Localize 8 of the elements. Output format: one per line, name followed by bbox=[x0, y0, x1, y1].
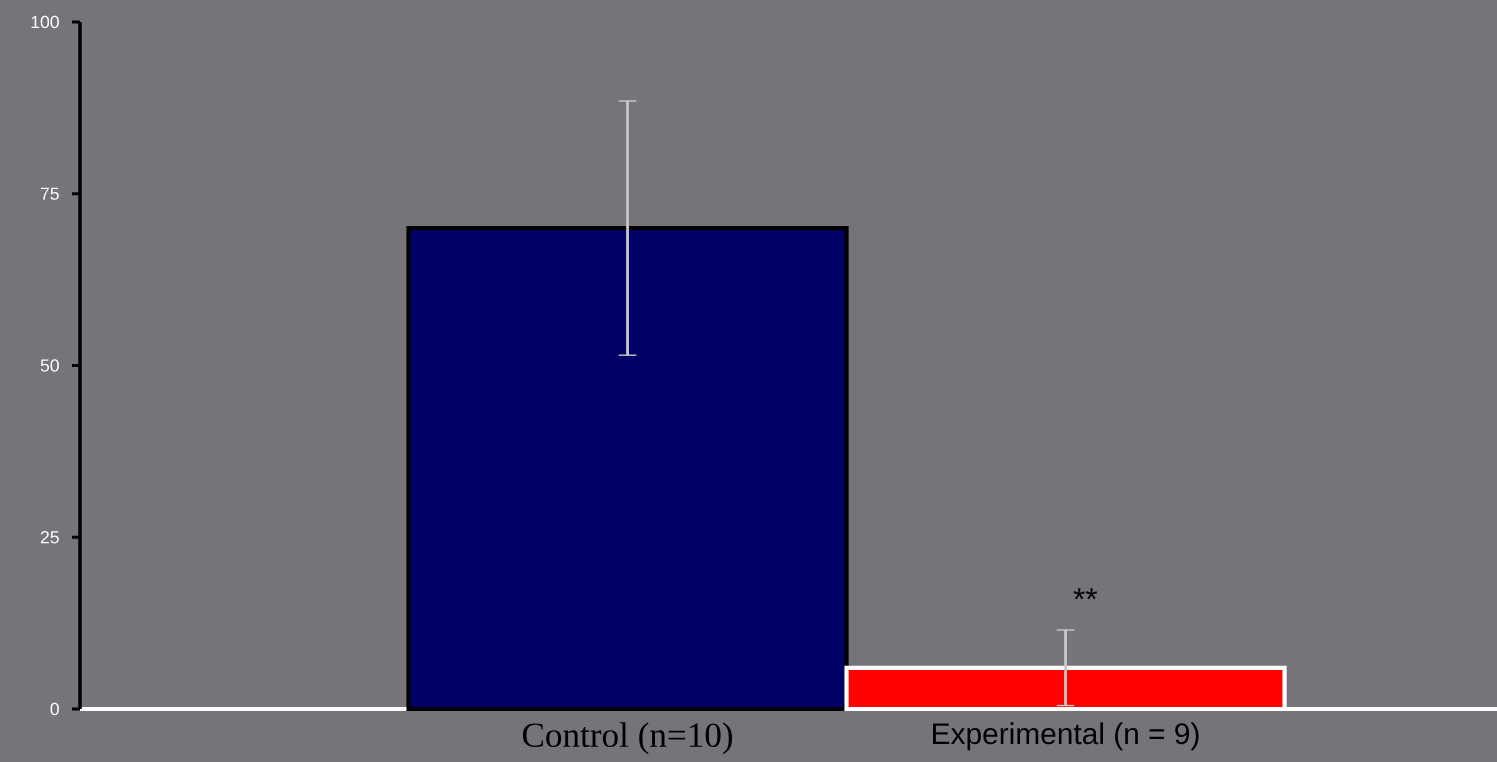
y-tick-label: 50 bbox=[40, 359, 59, 372]
x-tick-label: Control (n=10) bbox=[522, 722, 733, 755]
annotation: ** bbox=[1073, 588, 1098, 600]
y-tick-label: 75 bbox=[40, 187, 59, 200]
y-tick-label: 100 bbox=[31, 15, 59, 29]
y-tick-label: 0 bbox=[50, 702, 59, 716]
y-tick-label: 25 bbox=[40, 530, 59, 544]
x-tick-label: Experimental (n = 9) bbox=[933, 722, 1199, 751]
